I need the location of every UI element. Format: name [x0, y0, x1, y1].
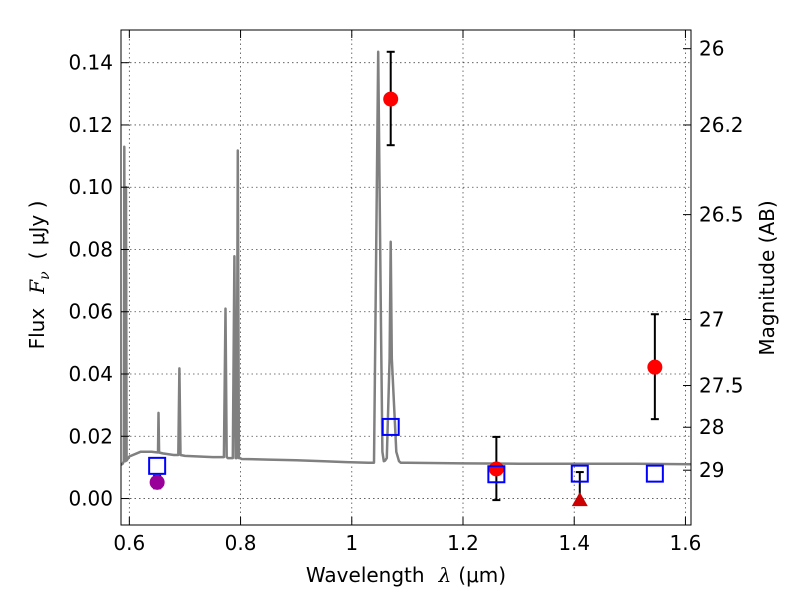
y-axis-title: Flux Fν ( μJy ) [25, 201, 53, 350]
model-band-square [381, 417, 400, 436]
magnitude-tick-label: 27.5 [699, 374, 744, 398]
y-axis-title-unit: ( μJy ) [25, 201, 49, 260]
x-axis-title-text: Wavelength [306, 563, 425, 587]
y-axis-title-symbol: F [25, 279, 49, 295]
x-tick-label: 0.6 [113, 531, 145, 555]
magnitude-tick-label: 26.5 [699, 203, 744, 227]
model-band-square [487, 465, 506, 484]
marker-layer [148, 50, 664, 507]
data-point [488, 461, 504, 477]
magnitude-tick-label: 28 [699, 415, 724, 439]
model-band-square [570, 464, 589, 483]
x-tick-label: 1.6 [670, 531, 702, 555]
data-point [149, 474, 165, 490]
y-tick-label: 0.10 [68, 175, 113, 199]
y-tick-label: 0.02 [68, 424, 113, 448]
y-tick-label: 0.12 [68, 113, 113, 137]
y-tick-label: 0.04 [68, 362, 113, 386]
sed-model-line [121, 50, 691, 466]
y-tick-label: 0.06 [68, 300, 113, 324]
data-point [383, 91, 399, 107]
y-axis-title-text: Flux [25, 308, 49, 350]
x-axis-title: Wavelength λ (μm) [306, 563, 506, 587]
x-axis: 0.6 0.8 1 1.2 1.4 1.6 [113, 30, 701, 555]
y-axis: 0.00 0.02 0.04 0.06 0.08 0.10 0.12 0.14 [68, 51, 129, 511]
grid [121, 30, 691, 525]
y-tick-label: 0.14 [68, 51, 113, 75]
data-point [647, 359, 663, 375]
plot-background [121, 30, 691, 525]
plot-frame [120, 29, 692, 526]
magnitude-tick-label: 26 [699, 37, 724, 61]
model-band-square [148, 456, 167, 475]
series-layer [121, 50, 691, 466]
magnitude-axis-title: Magnitude (AB) [755, 200, 779, 355]
y-tick-label: 0.00 [68, 487, 113, 511]
y-axis-title-subscript: ν [37, 271, 53, 280]
x-axis-title-symbol: λ [438, 563, 452, 587]
x-axis-title-unit: (μm) [458, 563, 506, 587]
upper-limit-marker [571, 492, 588, 507]
x-tick-label: 1.2 [447, 531, 479, 555]
magnitude-tick-label: 26.2 [699, 113, 744, 137]
x-tick-label: 1.4 [558, 531, 590, 555]
y-tick-label: 0.08 [68, 237, 113, 261]
magnitude-tick-label: 27 [699, 308, 724, 332]
magnitude-tick-label: 29 [699, 458, 724, 482]
x-tick-label: 0.8 [225, 531, 257, 555]
x-tick-label: 1 [345, 531, 358, 555]
model-band-square [645, 464, 664, 483]
magnitude-axis: 26 26.2 26.5 27 27.5 28 29 [683, 37, 744, 482]
